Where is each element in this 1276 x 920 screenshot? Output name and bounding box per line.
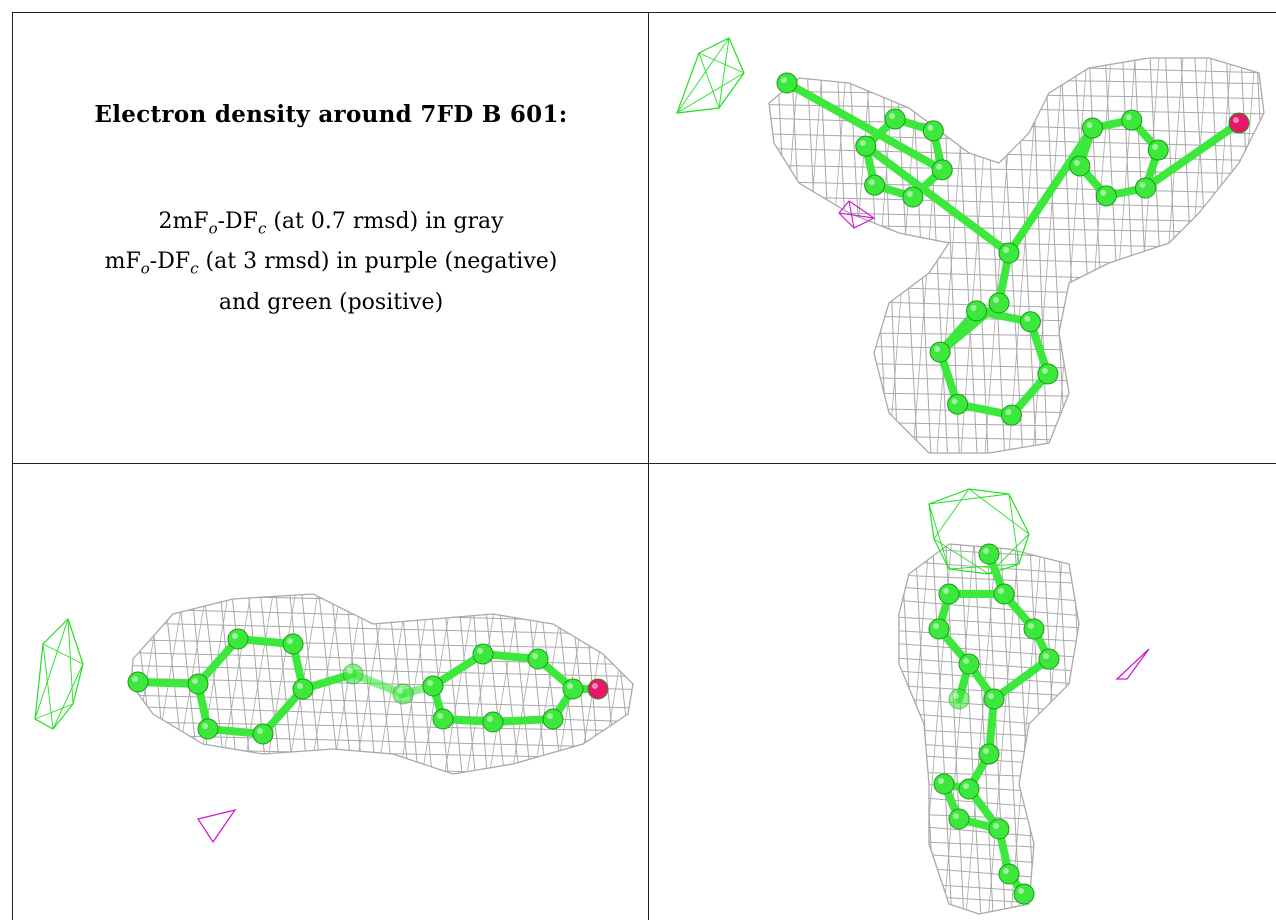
ligand-bottom-right-carbon-atom [993,583,1015,605]
density-view-bottom-left [34,593,634,844]
ligand-top-right-carbon-atom [864,174,886,196]
ligand-top-right-carbon-atom [776,72,798,94]
ligand-bottom-right-carbon-atom [958,653,980,675]
ligand-top-right-carbon-atom [1069,155,1091,177]
ligand-top-right-bond [1141,119,1243,192]
view-bottom-left [13,464,648,920]
ligand-bottom-left-carbon-atom [432,708,454,730]
ligand-top-right-carbon-atom [1121,109,1143,131]
ligand-bottom-left-carbon-atom [392,683,414,705]
ligand-top-right-bond [936,299,1003,357]
ligand-bottom-left-carbon-atom [562,678,584,700]
ligand-bottom-right-carbon-atom [928,618,950,640]
ligand-bottom-right-bond [990,655,1053,703]
ligand-bottom-right-carbon-atom [1023,618,1045,640]
figure-grid: Electron density around 7FD B 601: 2mFo-… [12,12,1276,920]
ligand-top-right-carbon-atom [1082,117,1104,139]
ligand-bottom-left-carbon-atom [472,643,494,665]
ligand-top-right-carbon-atom [998,242,1020,264]
ligand-top-right-carbon-atom [884,108,906,130]
ligand-bottom-left-carbon-atom [422,675,444,697]
ligand-bottom-right-carbon-atom [978,743,1000,765]
caption-title: Electron density around 7FD B 601: [94,101,568,128]
caption-legend: 2mFo-DFc (at 0.7 rmsd) in gray mFo-DFc (… [13,205,648,319]
ligand-bottom-right-carbon-atom [958,778,980,800]
ligand-top-right-bond [1005,124,1097,257]
ligand-top-right-carbon-atom [988,292,1010,314]
caption-cell: Electron density around 7FD B 601: 2mFo-… [13,13,648,463]
ligand-bottom-left-carbon-atom [292,678,314,700]
ligand-bottom-left-carbon-atom [127,671,149,693]
mesh-positive-bottom-right [928,488,1030,575]
ligand-bottom-left-carbon-atom [282,633,304,655]
ligand-bottom-right-carbon-atom [948,688,970,710]
ligand-top-right-carbon-atom [1037,363,1059,385]
ligand-top-right-molecule [776,72,1250,426]
ligand-bottom-right-carbon-atom [933,773,955,795]
ligand-top-right-carbon-atom [931,159,953,181]
view-top-right [649,13,1276,463]
ligand-top-right-bond [783,79,947,174]
mesh-positive-bottom-left [34,617,84,730]
mesh-negative-bottom-right [1115,648,1150,680]
ligand-bottom-left-carbon-atom [342,663,364,685]
mesh-negative-bottom-left [197,809,237,844]
ligand-bottom-right-carbon-atom [948,808,970,830]
ligand-top-right-carbon-atom [1095,185,1117,207]
ligand-bottom-right-carbon-atom [988,818,1010,840]
ligand-bottom-left-carbon-atom [542,708,564,730]
border-center [648,12,649,920]
ligand-top-right-carbon-atom [1134,177,1156,199]
caption-line-2fofc: 2mFo-DFc (at 0.7 rmsd) in gray [158,209,504,238]
ligand-bottom-left-carbon-atom [252,723,274,745]
ligand-bottom-right-carbon-atom [1013,883,1035,905]
ligand-top-right-carbon-atom [1147,139,1169,161]
ligand-top-right-carbon-atom [1019,311,1041,333]
ligand-bottom-left-carbon-atom [197,718,219,740]
ligand-bottom-left-carbon-atom [187,673,209,695]
ligand-top-right-carbon-atom [922,120,944,142]
ligand-bottom-left-oxygen-atom [587,678,609,700]
mesh-negative-top-right [838,200,876,229]
density-view-top-right [676,37,1265,454]
border-middle [12,463,1276,464]
ligand-bottom-left-carbon-atom [227,628,249,650]
ligand-top-right-oxygen-atom [1228,112,1250,134]
mesh-positive-top-right [676,37,745,114]
ligand-top-right-carbon-atom [966,300,988,322]
ligand-top-right-carbon-atom [902,186,924,208]
ligand-bottom-right-carbon-atom [1038,648,1060,670]
ligand-top-right-carbon-atom [929,341,951,363]
ligand-top-right-carbon-atom [947,393,969,415]
ligand-bottom-right-carbon-atom [983,688,1005,710]
border-left [12,12,13,920]
ligand-bottom-right-carbon-atom [938,583,960,605]
ligand-top-right-carbon-atom [1000,404,1022,426]
ligand-bottom-left-carbon-atom [527,648,549,670]
caption-line-fofc: mFo-DFc (at 3 rmsd) in purple (negative) [104,249,558,278]
ligand-bottom-right-carbon-atom [978,543,1000,565]
density-view-bottom-right [898,488,1150,915]
ligand-bottom-right-molecule [928,543,1060,905]
ligand-bottom-left-molecule [127,628,609,745]
ligand-top-right-carbon-atom [855,135,877,157]
caption-line-positive: and green (positive) [218,289,444,315]
ligand-top-right-bond [861,142,1013,257]
ligand-bottom-left-carbon-atom [482,711,504,733]
ligand-bottom-right-carbon-atom [998,863,1020,885]
view-bottom-right [649,464,1276,920]
border-top [12,12,1276,13]
